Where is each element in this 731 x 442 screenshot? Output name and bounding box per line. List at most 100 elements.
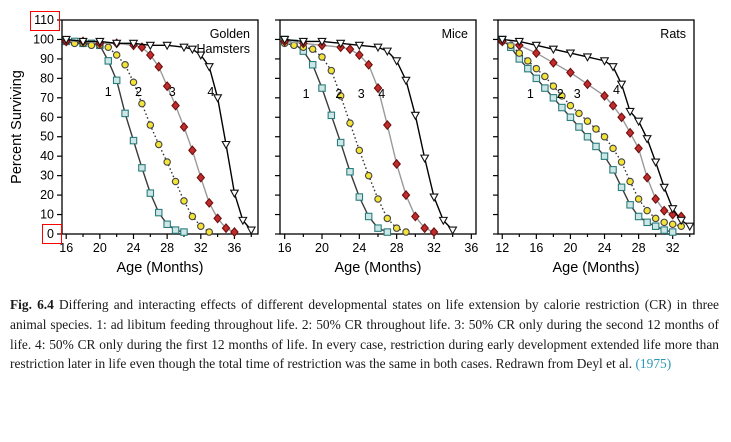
diamond-marker: [196, 172, 206, 183]
circle-marker: [532, 64, 541, 73]
x-tick-label: 36: [464, 241, 478, 255]
diamond-marker: [373, 83, 383, 94]
caption-citation-year[interactable]: (1975): [635, 356, 672, 372]
diamond-marker: [401, 190, 411, 201]
circle-marker: [121, 60, 129, 69]
circle-marker: [402, 228, 410, 236]
circle-marker: [355, 146, 364, 155]
plot-border: [61, 19, 259, 235]
diamond-marker: [532, 48, 541, 59]
triangle-marker: [78, 37, 88, 47]
triangle-marker: [179, 43, 189, 53]
circle-marker: [383, 214, 392, 223]
x-tick-label: 24: [352, 241, 366, 255]
diamond-marker: [162, 81, 172, 92]
triangle-marker: [633, 117, 644, 127]
square-marker: [660, 226, 668, 234]
square-marker: [583, 132, 592, 141]
diamond-marker: [617, 112, 626, 123]
diamond-marker: [634, 143, 643, 154]
circle-marker: [171, 177, 180, 186]
square-marker: [112, 76, 121, 85]
square-marker: [364, 212, 373, 221]
triangle-marker: [625, 107, 635, 117]
diamond-marker: [600, 90, 609, 101]
circle-marker: [392, 224, 401, 232]
circle-marker: [112, 51, 121, 59]
square-marker: [643, 218, 651, 227]
square-marker: [541, 84, 549, 92]
circle-marker: [583, 117, 592, 125]
circle-marker: [205, 228, 213, 236]
curve-number-label: 4: [207, 85, 214, 99]
triangle-marker: [229, 189, 240, 199]
triangle-marker: [187, 45, 198, 55]
caption-fig-label: Fig. 6.4: [10, 297, 54, 312]
triangle-marker: [238, 216, 248, 226]
triangle-marker: [298, 37, 309, 47]
square-marker: [609, 166, 617, 174]
x-tick-label: 16: [278, 241, 292, 255]
triangle-marker: [111, 39, 122, 49]
circle-marker: [129, 78, 138, 87]
diamond-marker: [549, 57, 558, 68]
x-tick-label: 20: [93, 241, 107, 255]
triangle-marker: [650, 158, 661, 167]
circle-marker: [600, 132, 609, 141]
triangle-marker: [419, 154, 430, 164]
square-marker: [592, 142, 600, 151]
circle-marker: [566, 101, 575, 110]
y-tick-label: 110: [34, 13, 54, 27]
y-tick-label: 20: [40, 188, 54, 202]
square-marker: [308, 60, 317, 69]
diamond-marker: [411, 211, 420, 222]
triangle-marker: [642, 135, 652, 144]
y-tick-label: 30: [40, 169, 54, 183]
square-marker: [327, 111, 336, 120]
panel-title: Mice: [442, 27, 468, 41]
triangle-marker: [196, 51, 206, 60]
triangle-marker: [676, 216, 686, 226]
circle-marker: [634, 195, 643, 203]
y-tick-label: 70: [40, 91, 54, 105]
chart-panel: 0 10 20 30 40 50 60 70 80 90 100 110 16 20 24 28 32 36 Age…: [8, 8, 266, 285]
curve-number-label: 4: [613, 83, 620, 97]
triangle-marker: [659, 183, 669, 193]
diamond-marker: [364, 59, 373, 70]
curve-number-label: 1: [105, 85, 112, 99]
circle-marker: [575, 109, 583, 118]
square-marker: [171, 226, 180, 234]
circle-marker: [104, 43, 113, 51]
circle-marker: [524, 57, 532, 65]
triangle-marker: [246, 226, 257, 236]
x-tick-label: 12: [495, 241, 509, 255]
circle-marker: [308, 45, 317, 53]
diamond-marker: [230, 227, 239, 238]
curve-number-label: 3: [169, 85, 176, 99]
circle-marker: [138, 99, 146, 108]
diamond-marker: [651, 193, 660, 205]
triangle-marker: [616, 80, 627, 90]
diamond-marker: [355, 49, 364, 61]
chart-panel: 12 16 20 24 28 32 Age (Months) 1 2 3 4 Rats: [488, 8, 702, 285]
diamond-marker: [154, 61, 164, 72]
curve-number-label: 2: [135, 85, 142, 99]
triangle-marker: [497, 35, 507, 45]
circle-marker: [163, 158, 171, 166]
y-tick-label: 100: [33, 32, 54, 46]
circle-marker: [515, 49, 524, 57]
square-marker: [668, 228, 677, 236]
square-marker: [154, 208, 163, 217]
square-marker: [346, 167, 354, 176]
diamond-marker: [204, 197, 214, 208]
y-tick-label: 50: [40, 130, 54, 144]
x-tick-label: 16: [59, 241, 73, 255]
y-tick-label: 10: [40, 208, 54, 222]
diamond-marker: [659, 205, 669, 216]
curve-number-label: 1: [527, 87, 534, 101]
curve-number-label: 2: [335, 87, 342, 101]
circle-marker: [327, 66, 336, 75]
triangle-marker: [221, 140, 231, 150]
circle-marker: [549, 82, 558, 90]
